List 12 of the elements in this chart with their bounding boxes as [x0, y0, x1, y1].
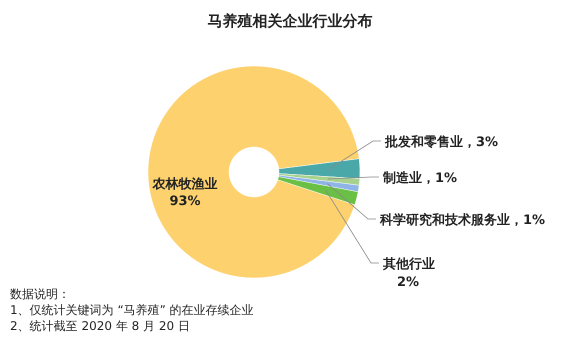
data-label: 2%	[397, 275, 420, 290]
text: 2、统计截至 2020 年 8 月 20 日	[10, 319, 190, 333]
slice-label: 农林牧渔业	[152, 177, 218, 192]
text: 数据说明：	[10, 287, 70, 301]
data-label: 93%	[169, 194, 201, 209]
donut-slice	[148, 66, 360, 278]
slice-label: 批发和零售业，3%	[384, 134, 498, 150]
slice-label: 科学研究和技术服务业，1%	[379, 212, 546, 228]
slice-label: 其他行业	[382, 257, 435, 272]
slice-label: 制造业，1%	[382, 171, 458, 186]
chart-title: 马养殖相关企业行业分布	[208, 12, 372, 30]
text: 1、仅统计关键词为 “马养殖” 的在业存续企业	[10, 303, 254, 317]
